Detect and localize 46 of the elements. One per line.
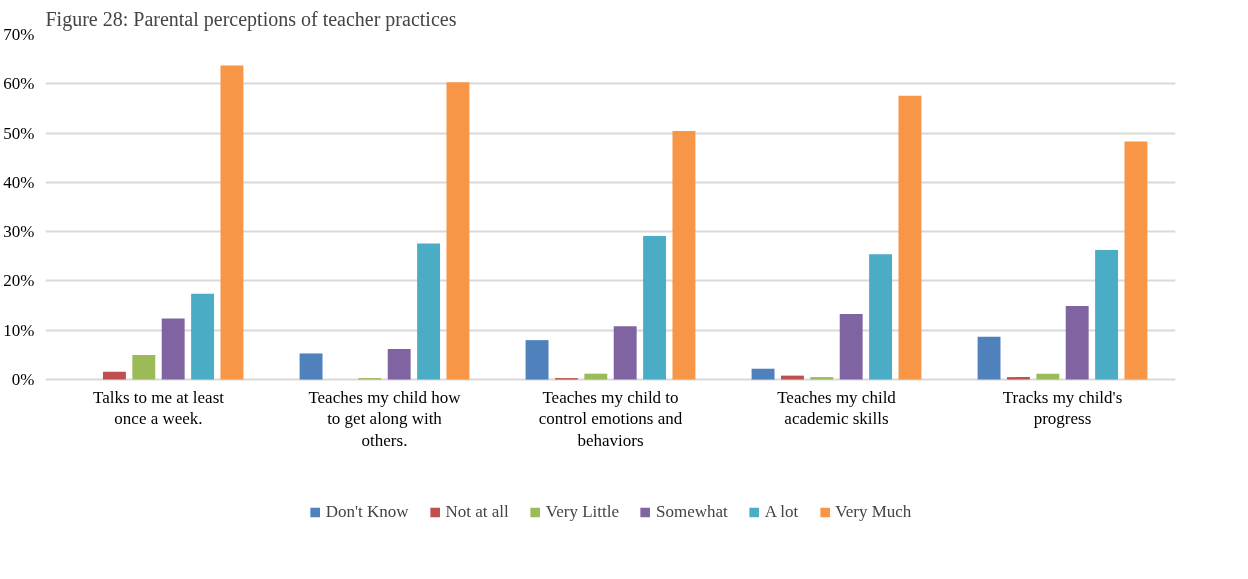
legend-label: Very Little <box>545 502 619 522</box>
bar <box>1006 377 1030 380</box>
x-tick-label: Tracks my child's progress <box>1002 387 1123 429</box>
y-tick-label: 60% <box>3 74 35 94</box>
y-tick-label: 70% <box>3 25 35 44</box>
legend-label: Not at all <box>445 502 509 522</box>
bar <box>387 349 411 380</box>
bar <box>643 236 667 380</box>
bar <box>102 371 126 380</box>
chart-title: Figure 28: Parental perceptions of teacher practices <box>45 7 457 31</box>
bar <box>161 318 185 380</box>
legend-label: A lot <box>764 502 799 522</box>
bar <box>810 377 834 380</box>
bar <box>1124 141 1148 380</box>
y-tick-label: 10% <box>3 320 35 340</box>
bar <box>132 354 156 380</box>
bar <box>1036 373 1060 380</box>
bar <box>1095 249 1119 380</box>
legend-label: Don't Know <box>325 502 409 522</box>
bar <box>417 243 441 380</box>
legend-label: Somewhat <box>655 502 728 522</box>
bar <box>977 336 1001 380</box>
bar <box>299 353 323 380</box>
bar <box>446 82 470 380</box>
x-tick-label: Teaches my child academic skills <box>777 387 897 429</box>
bar <box>839 314 863 380</box>
y-tick-label: 0% <box>11 370 35 390</box>
bar <box>780 375 804 380</box>
x-tick-label: Talks to me at least once a week. <box>93 387 225 429</box>
y-tick-label: 50% <box>3 123 35 143</box>
y-tick-label: 40% <box>3 172 35 192</box>
legend-label: Very Much <box>835 502 912 522</box>
x-tick-label: Teaches my child how to get along with others. <box>308 387 462 451</box>
bar <box>1065 306 1089 380</box>
bar <box>525 340 549 380</box>
bar <box>584 373 608 380</box>
x-tick-label: Teaches my child to control emotions and behaviors <box>538 387 683 451</box>
bar <box>672 131 696 380</box>
bar <box>191 293 215 380</box>
y-tick-label: 20% <box>3 271 35 291</box>
bar <box>751 368 775 380</box>
bar <box>220 65 244 380</box>
bar <box>869 254 893 380</box>
bar <box>613 326 637 380</box>
y-tick-label: 30% <box>3 222 35 242</box>
bar <box>898 95 922 380</box>
